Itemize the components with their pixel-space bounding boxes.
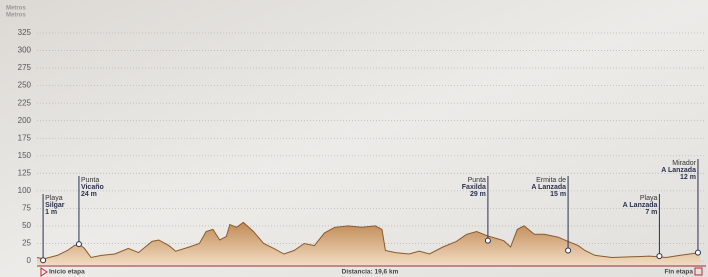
poi-name: Playa	[640, 195, 658, 202]
poi-name: Punta	[81, 177, 99, 184]
poi-place: A Lanzada	[623, 202, 658, 209]
y-tick-label: 0	[27, 256, 32, 265]
poi-place: A Lanzada	[531, 184, 566, 191]
y-tick-label: 100	[18, 186, 32, 195]
start-label: Inicio etapa	[49, 269, 85, 276]
poi-marker	[76, 242, 81, 247]
poi-marker	[695, 250, 700, 255]
y-tick-label: 175	[18, 133, 32, 142]
poi-marker	[566, 248, 571, 253]
y-tick-label: 150	[18, 151, 32, 160]
y-tick-label: 300	[18, 46, 32, 55]
poi-elevation: 29 m	[470, 191, 486, 198]
poi-place: Vicaño	[81, 184, 104, 191]
y-axis-title: Metros	[6, 13, 26, 19]
poi-name: Mirador	[672, 160, 696, 167]
x-axis-title: Distancia: 19,6 km	[342, 269, 399, 276]
y-tick-label: 25	[22, 239, 31, 248]
poi-name: Playa	[45, 195, 63, 202]
poi-name: Punta	[468, 177, 486, 184]
y-tick-label: 200	[18, 116, 32, 125]
y-tick-label: 250	[18, 81, 32, 90]
chart: Metros Metros Inicio etapa Distancia: 19…	[0, 0, 708, 277]
y-tick-label: 125	[18, 168, 32, 177]
poi-place: A Lanzada	[661, 167, 696, 174]
y-tick-label: 50	[22, 221, 31, 230]
y-tick-label: 275	[18, 63, 32, 72]
poi-elevation: 12 m	[680, 174, 696, 181]
poi-place: Faxilda	[462, 184, 486, 191]
y-tick-label: 225	[18, 98, 32, 107]
end-label: Fin etapa	[664, 269, 693, 276]
poi-marker	[485, 238, 490, 243]
poi-elevation: 24 m	[81, 191, 97, 198]
poi-marker	[41, 258, 46, 263]
y-axis-title: Metros	[6, 6, 26, 12]
poi-marker	[657, 254, 662, 259]
poi-elevation: 15 m	[550, 191, 566, 198]
y-tick-label: 325	[18, 28, 32, 37]
poi-place: Silgar	[45, 202, 65, 209]
poi-elevation: 1 m	[45, 209, 57, 216]
poi-name: Ermita de	[536, 177, 566, 184]
y-tick-label: 75	[22, 203, 31, 212]
poi-elevation: 7 m	[645, 209, 657, 216]
